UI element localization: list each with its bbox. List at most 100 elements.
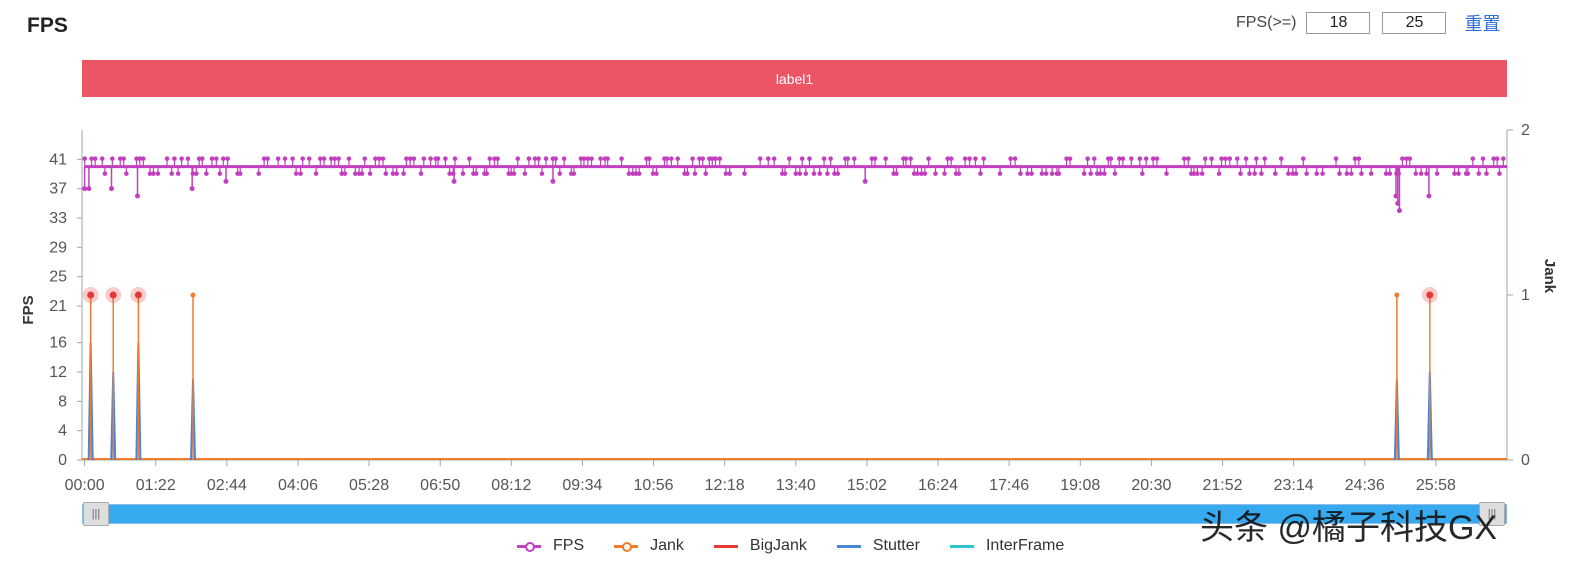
fps-point: [1484, 171, 1489, 176]
fps-point: [1191, 171, 1197, 176]
fps-point: [650, 171, 656, 176]
fps-point: [290, 156, 295, 161]
fps-point: [664, 156, 670, 161]
x-tick-label: 21:52: [1202, 477, 1242, 494]
fps-point: [1290, 171, 1296, 176]
fps-point: [1018, 171, 1023, 176]
fps-point: [102, 171, 108, 176]
legend-item-jank[interactable]: Jank: [614, 537, 684, 555]
fps-point: [697, 156, 702, 161]
fps-point: [967, 156, 972, 161]
fps-point: [845, 156, 851, 161]
fps-point: [811, 171, 817, 176]
legend-label: InterFrame: [985, 537, 1065, 554]
legend-item-bigjank[interactable]: BigJank: [713, 537, 807, 555]
fps-point: [1413, 171, 1419, 176]
fps-point: [536, 156, 541, 161]
fps-point: [821, 156, 827, 161]
fps-point: [328, 156, 334, 161]
fps-point: [1418, 171, 1424, 176]
fps-point: [1219, 156, 1224, 161]
fps-dip-point: [451, 178, 457, 184]
fps-point: [1368, 171, 1374, 176]
fps-point: [539, 171, 545, 176]
fps-point: [832, 171, 837, 176]
fps-point: [1150, 156, 1156, 161]
fps-point: [561, 156, 567, 161]
fps-point: [526, 156, 532, 161]
fps-point: [1243, 156, 1249, 161]
fps-point: [164, 156, 170, 161]
fps-point: [185, 156, 191, 161]
x-tick-label: 23:14: [1274, 477, 1314, 494]
fps-point: [1234, 156, 1240, 161]
fps-dip-point: [108, 186, 114, 192]
threshold-high-input[interactable]: [1382, 12, 1447, 34]
fps-point: [511, 171, 517, 176]
zoom-slider-right-handle[interactable]: |||: [1479, 502, 1505, 526]
fps-point: [117, 156, 123, 161]
bigjank-point: [109, 291, 117, 299]
fps-point: [443, 156, 448, 161]
fps-point: [1043, 171, 1049, 176]
fps-point: [137, 156, 143, 161]
fps-point: [1117, 156, 1122, 161]
fps-point: [411, 156, 417, 161]
fps-point: [619, 156, 624, 161]
fps-point: [908, 156, 913, 161]
fps-point: [1349, 171, 1354, 176]
fps-point: [585, 156, 591, 161]
legend-item-interframe[interactable]: InterFrame: [949, 537, 1065, 555]
fps-point: [675, 156, 681, 161]
fps-point: [452, 156, 458, 161]
fps-point: [1247, 171, 1252, 176]
fps-point: [121, 156, 126, 161]
legend-item-fps[interactable]: FPS: [517, 537, 584, 555]
zoom-slider-track[interactable]: [82, 504, 1507, 524]
fps-point: [903, 156, 909, 161]
legend-item-stutter[interactable]: Stutter: [836, 537, 920, 555]
fps-point: [450, 171, 456, 176]
fps-point: [1252, 171, 1257, 176]
fps-point: [942, 171, 947, 176]
fps-point: [872, 156, 878, 161]
fps-point: [1424, 171, 1429, 176]
fps-point: [487, 156, 493, 161]
fps-point: [869, 156, 875, 161]
fps-point: [727, 171, 732, 176]
y2-axis-title: Jank: [1541, 259, 1558, 294]
fps-point: [447, 171, 452, 176]
fps-point: [1008, 156, 1013, 161]
fps-point: [717, 156, 723, 161]
y-tick-label: 37: [49, 181, 67, 198]
fps-point: [1081, 171, 1087, 176]
fps-point: [685, 171, 690, 176]
fps-point: [373, 156, 378, 161]
fps-point: [1293, 171, 1299, 176]
fps-point: [321, 156, 327, 161]
y-tick-label: 41: [49, 151, 67, 168]
fps-point: [1049, 171, 1055, 176]
fps-point: [894, 171, 899, 176]
fps-point: [155, 171, 161, 176]
fps-point: [217, 171, 223, 176]
fps-point: [300, 156, 306, 161]
fps-point: [742, 171, 747, 176]
label-bar[interactable]: label1: [82, 60, 1507, 97]
x-tick-label: 01:22: [136, 477, 176, 494]
fps-point: [1286, 171, 1291, 176]
fps-point: [1434, 171, 1440, 176]
x-tick-label: 13:40: [776, 477, 816, 494]
fps-point: [82, 156, 88, 161]
fps-dip-point: [223, 178, 229, 184]
fps-point: [1304, 171, 1309, 176]
reset-button[interactable]: 重置: [1464, 14, 1501, 34]
fps-dip-point: [189, 186, 195, 192]
fps-point: [598, 156, 603, 161]
zoom-slider-left-handle[interactable]: |||: [83, 502, 109, 526]
fps-point: [1480, 156, 1486, 161]
threshold-low-input[interactable]: [1306, 12, 1371, 34]
legend-label: BigJank: [749, 537, 807, 554]
fps-point: [1333, 156, 1339, 161]
